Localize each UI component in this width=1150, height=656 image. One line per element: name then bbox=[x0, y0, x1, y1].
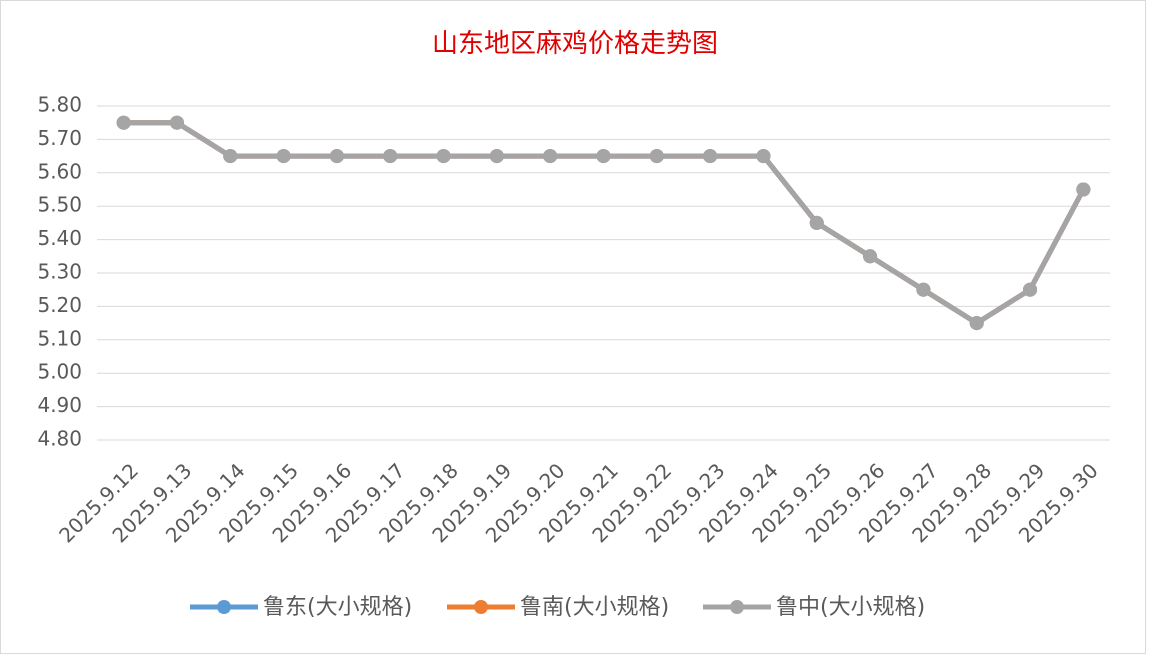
y-tick-label: 5.20 bbox=[37, 293, 82, 317]
y-tick-label: 5.40 bbox=[37, 226, 82, 250]
series-marker bbox=[1076, 182, 1091, 197]
y-tick-label: 5.70 bbox=[37, 126, 82, 150]
y-tick-label: 5.10 bbox=[37, 326, 82, 350]
series-marker bbox=[916, 282, 931, 297]
series-marker bbox=[436, 149, 451, 164]
series-marker bbox=[116, 115, 131, 130]
legend-label: 鲁东(大小规格) bbox=[263, 595, 412, 620]
series-marker bbox=[863, 249, 878, 264]
y-tick-label: 4.90 bbox=[37, 393, 82, 417]
legend-item: 鲁中(大小规格) bbox=[703, 595, 925, 620]
series-marker bbox=[809, 215, 824, 230]
series-marker bbox=[703, 149, 718, 164]
chart-title: 山东地区麻鸡价格走势图 bbox=[432, 29, 718, 59]
series-marker bbox=[223, 149, 238, 164]
legend-marker bbox=[474, 600, 488, 614]
series-marker bbox=[543, 149, 558, 164]
series-marker bbox=[596, 149, 611, 164]
legend-label: 鲁中(大小规格) bbox=[776, 595, 925, 620]
y-tick-label: 5.30 bbox=[37, 260, 82, 284]
legend-marker bbox=[730, 600, 744, 614]
legend-label: 鲁南(大小规格) bbox=[520, 595, 669, 620]
series-marker bbox=[383, 149, 398, 164]
series-marker bbox=[276, 149, 291, 164]
series-marker bbox=[329, 149, 344, 164]
legend-item: 鲁东(大小规格) bbox=[190, 595, 412, 620]
y-tick-label: 5.80 bbox=[37, 93, 82, 117]
y-tick-label: 4.80 bbox=[37, 427, 82, 451]
series-marker bbox=[649, 149, 664, 164]
y-tick-label: 5.50 bbox=[37, 193, 82, 217]
legend-item: 鲁南(大小规格) bbox=[447, 595, 669, 620]
legend-marker bbox=[217, 600, 231, 614]
y-tick-label: 5.60 bbox=[37, 159, 82, 183]
series-marker bbox=[1023, 282, 1038, 297]
series-marker bbox=[969, 316, 984, 331]
series-marker bbox=[756, 149, 771, 164]
series-marker bbox=[489, 149, 504, 164]
y-tick-label: 5.00 bbox=[37, 360, 82, 384]
series-marker bbox=[169, 115, 184, 130]
